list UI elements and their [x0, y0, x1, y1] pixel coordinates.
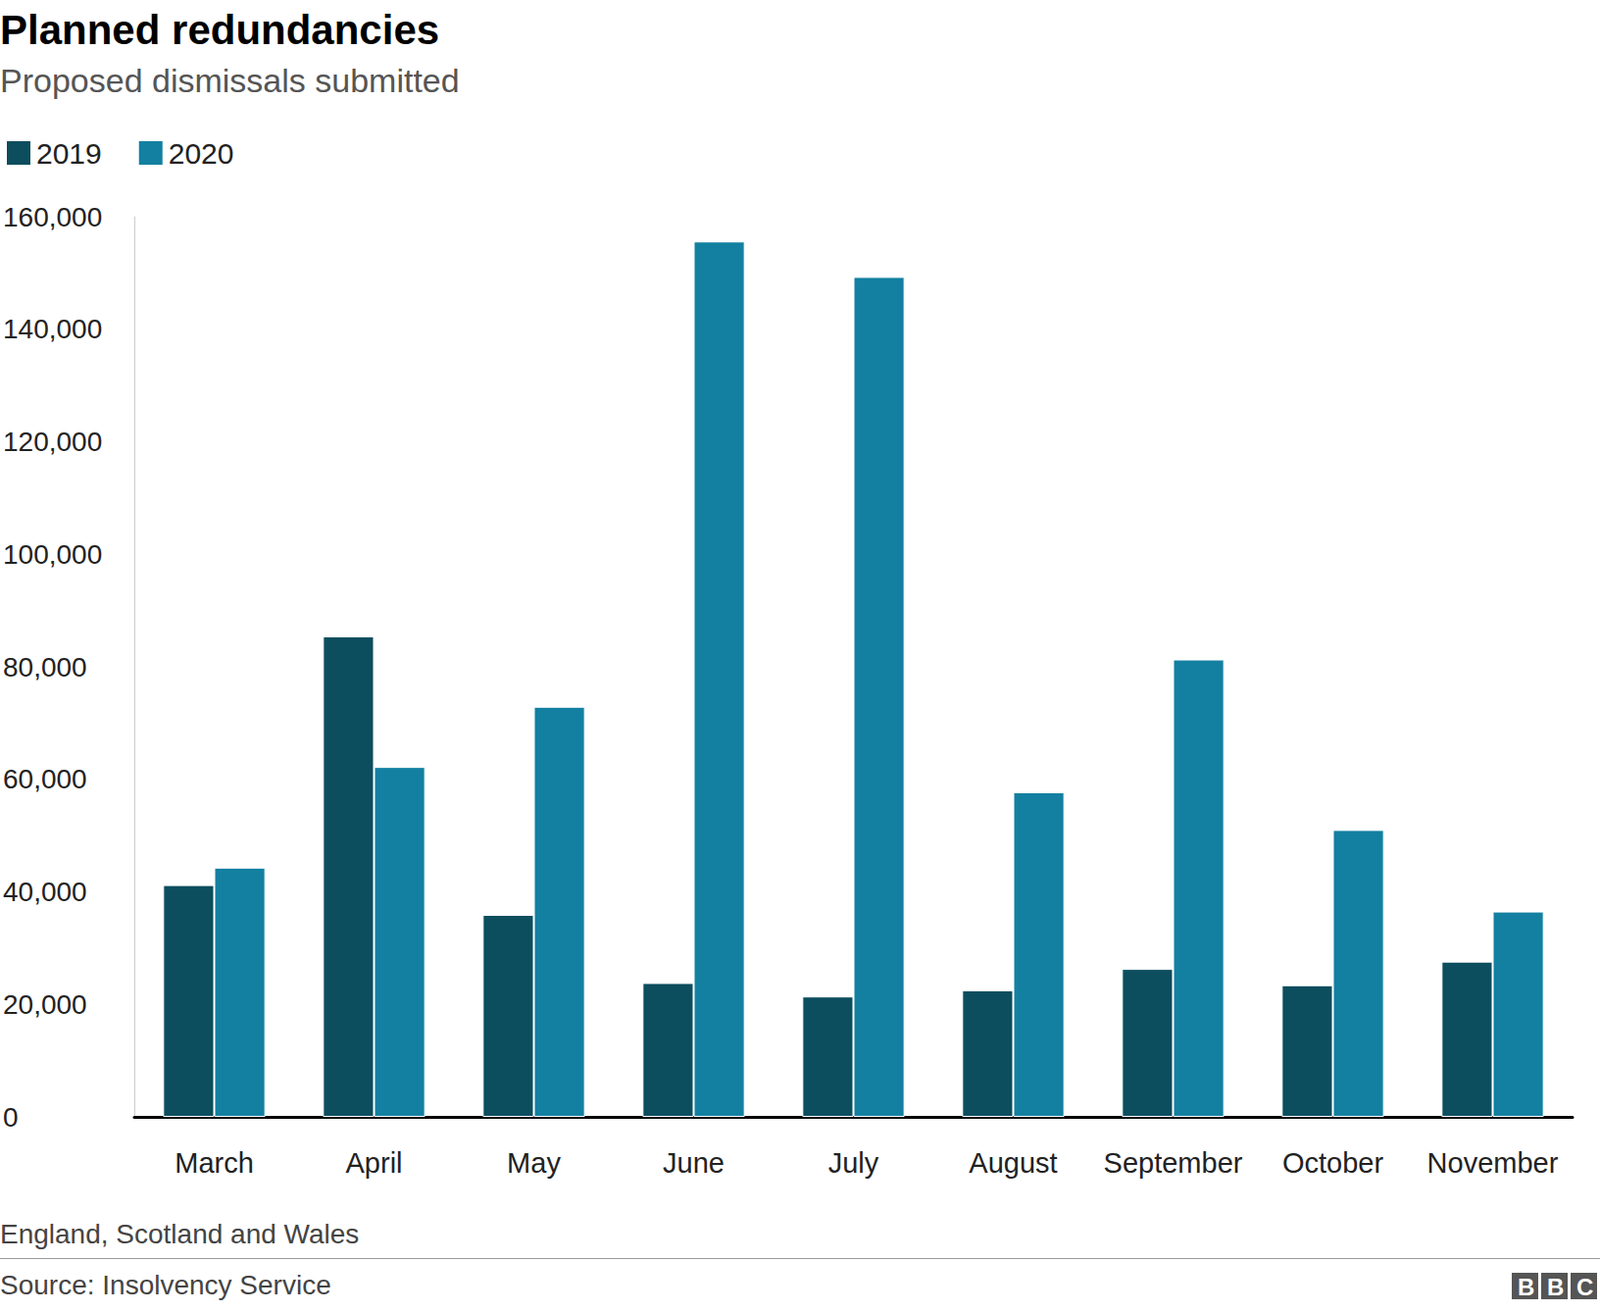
svg-text:May: May: [506, 1147, 561, 1179]
svg-text:20,000: 20,000: [2, 989, 88, 1020]
svg-text:August: August: [968, 1147, 1057, 1179]
svg-text:0: 0: [2, 1101, 19, 1133]
svg-text:60,000: 60,000: [2, 763, 88, 795]
svg-text:England, Scotland and Wales: England, Scotland and Wales: [0, 1218, 359, 1250]
svg-text:April: April: [345, 1147, 402, 1179]
svg-text:120,000: 120,000: [2, 426, 102, 457]
svg-text:Planned redundancies: Planned redundancies: [0, 6, 440, 53]
svg-text:140,000: 140,000: [2, 313, 102, 345]
svg-text:June: June: [662, 1147, 725, 1179]
svg-text:2020: 2020: [168, 137, 235, 170]
svg-text:November: November: [1427, 1147, 1559, 1179]
svg-text:March: March: [174, 1147, 254, 1179]
svg-text:July: July: [828, 1147, 880, 1179]
svg-text:B: B: [1547, 1273, 1564, 1300]
svg-text:160,000: 160,000: [2, 201, 102, 233]
svg-text:40,000: 40,000: [2, 876, 88, 907]
svg-text:100,000: 100,000: [2, 539, 102, 570]
svg-text:Source: Insolvency Service: Source: Insolvency Service: [0, 1269, 332, 1300]
svg-text:Proposed dismissals submitted: Proposed dismissals submitted: [0, 61, 460, 100]
svg-text:2019: 2019: [36, 137, 102, 170]
svg-text:B: B: [1517, 1273, 1535, 1300]
svg-text:October: October: [1282, 1147, 1384, 1179]
svg-text:September: September: [1103, 1147, 1244, 1179]
svg-text:80,000: 80,000: [2, 651, 88, 683]
svg-text:C: C: [1576, 1273, 1594, 1300]
